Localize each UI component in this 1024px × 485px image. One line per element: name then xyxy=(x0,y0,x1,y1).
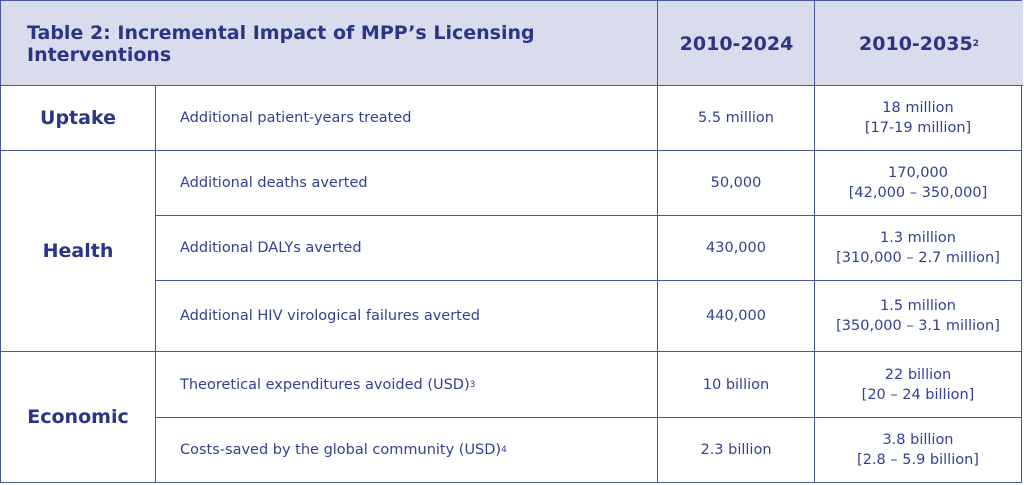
value-2010-2035: 22 billion[20 – 24 billion] xyxy=(815,352,1021,417)
value-2010-2035-point: 22 billion xyxy=(862,365,975,385)
value-2010-2035-range: [20 – 24 billion] xyxy=(862,385,975,405)
value-2010-2035-point: 1.3 million xyxy=(836,228,1000,248)
table-title: Table 2: Incremental Impact of MPP’s Lic… xyxy=(1,1,658,86)
footnote-marker-3: 3 xyxy=(470,380,476,390)
value-2010-2035-range: [310,000 – 2.7 million] xyxy=(836,248,1000,268)
column-header-2010-2035-label: 2010-2035 xyxy=(859,33,973,55)
value-2010-2035-range: [42,000 – 350,000] xyxy=(849,183,987,203)
column-header-2010-2035: 2010-20352 xyxy=(815,1,1023,86)
value-2010-2035-point: 1.5 million xyxy=(836,296,1000,316)
value-2010-2035: 18 million[17-19 million] xyxy=(815,86,1021,150)
column-header-2010-2024: 2010-2024 xyxy=(658,1,815,86)
table-row-metric: Additional patient-years treated xyxy=(156,86,657,150)
value-2010-2024: 50,000 xyxy=(658,151,814,215)
value-2010-2024: 10 billion xyxy=(658,352,814,417)
value-2010-2035-range: [2.8 – 5.9 billion] xyxy=(857,450,979,470)
value-2010-2035-point: 170,000 xyxy=(849,163,987,183)
value-2010-2035: 1.5 million[350,000 – 3.1 million] xyxy=(815,281,1021,351)
value-2010-2035: 1.3 million[310,000 – 2.7 million] xyxy=(815,216,1021,280)
value-2010-2024: 430,000 xyxy=(658,216,814,280)
value-2010-2035: 170,000[42,000 – 350,000] xyxy=(815,151,1021,215)
footnote-marker-4: 4 xyxy=(501,445,507,455)
table-row-metric: Additional DALYs averted xyxy=(156,216,657,280)
category-economic: Economic xyxy=(1,352,155,482)
value-2010-2024: 2.3 billion xyxy=(658,418,814,482)
value-2010-2024: 5.5 million xyxy=(658,86,814,150)
value-2010-2035: 3.8 billion[2.8 – 5.9 billion] xyxy=(815,418,1021,482)
metric-label: Theoretical expenditures avoided (USD) xyxy=(180,377,470,393)
table-row-metric: Costs-saved by the global community (USD… xyxy=(156,418,657,482)
category-health: Health xyxy=(1,151,155,351)
footnote-marker-2: 2 xyxy=(973,39,979,49)
value-2010-2035-point: 18 million xyxy=(865,98,971,118)
table-row-metric: Additional deaths averted xyxy=(156,151,657,215)
table-row-metric: Theoretical expenditures avoided (USD)3 xyxy=(156,352,657,417)
value-2010-2035-point: 3.8 billion xyxy=(857,430,979,450)
value-2010-2024: 440,000 xyxy=(658,281,814,351)
value-2010-2035-range: [350,000 – 3.1 million] xyxy=(836,316,1000,336)
table-row-metric: Additional HIV virological failures aver… xyxy=(156,281,657,351)
category-uptake: Uptake xyxy=(1,86,155,150)
metric-label: Costs-saved by the global community (USD… xyxy=(180,442,501,458)
value-2010-2035-range: [17-19 million] xyxy=(865,118,971,138)
